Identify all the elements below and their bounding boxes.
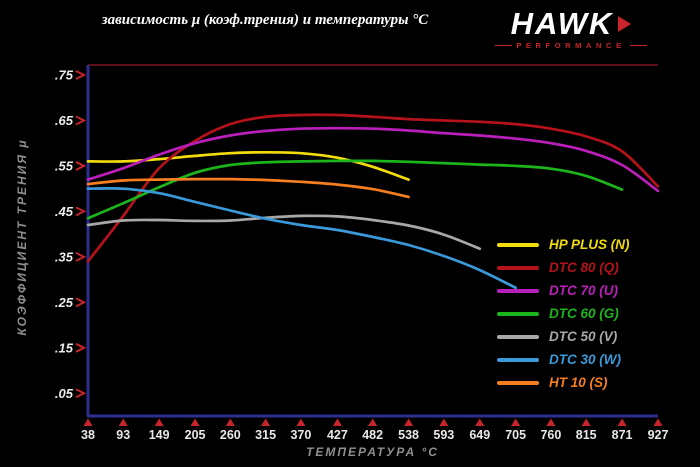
- x-tick-arrow-icon: [368, 418, 378, 426]
- y-tick-label: .35: [55, 249, 74, 264]
- x-tick-label: 538: [398, 428, 419, 442]
- x-tick-label: 482: [362, 428, 383, 442]
- legend-item: DTC 60 (G): [497, 302, 630, 325]
- x-tick-label: 93: [116, 428, 130, 442]
- y-tick-label: .15: [55, 340, 74, 355]
- x-tick-arrow-icon: [404, 418, 414, 426]
- y-tick-label: .65: [55, 113, 74, 128]
- legend-label: DTC 50 (V): [549, 329, 618, 344]
- logo-triangle-icon: [618, 15, 632, 32]
- x-tick-arrow-icon: [653, 418, 663, 426]
- y-tick-arrow-icon: [75, 251, 87, 262]
- x-tick-arrow-icon: [546, 418, 556, 426]
- x-tick-arrow-icon: [190, 418, 200, 426]
- y-tick-arrow-icon: [75, 342, 87, 353]
- x-tick-label: 149: [149, 428, 170, 442]
- y-tick-label: .05: [55, 386, 74, 401]
- legend-item: HP PLUS (N): [497, 233, 630, 256]
- x-tick-arrow-icon: [83, 418, 93, 426]
- y-tick-label: .75: [55, 68, 74, 83]
- legend-label: DTC 60 (G): [549, 306, 619, 321]
- legend-item: DTC 50 (V): [497, 325, 630, 348]
- x-tick-label: 927: [648, 428, 669, 442]
- y-tick-arrow-icon: [75, 388, 87, 399]
- legend-swatch: [497, 380, 539, 385]
- logo-brand-row: HAWK: [495, 8, 647, 39]
- x-tick-label: 315: [255, 428, 276, 442]
- logo-brand-text: HAWK: [510, 6, 614, 41]
- series-line-hp-plus-n: [86, 150, 410, 181]
- legend-label: DTC 80 (Q): [549, 260, 619, 275]
- x-tick-label: 649: [469, 428, 490, 442]
- x-tick-label: 427: [327, 428, 348, 442]
- legend-item: DTC 80 (Q): [497, 256, 630, 279]
- legend: HP PLUS (N) DTC 80 (Q) DTC 70 (U) DTC 60 (G…: [497, 233, 630, 394]
- x-tick-arrow-icon: [511, 418, 521, 426]
- x-tick-label: 593: [433, 428, 454, 442]
- x-axis-title: ТЕМПЕРАТУРА °C: [306, 445, 439, 459]
- legend-swatch: [497, 242, 539, 247]
- y-tick-arrow-icon: [75, 206, 87, 217]
- series-line-dtc-30-w: [86, 186, 518, 290]
- x-tick-label: 705: [505, 428, 526, 442]
- x-tick-arrow-icon: [118, 418, 128, 426]
- legend-swatch: [497, 288, 539, 293]
- series-line-dtc-50-v: [86, 214, 482, 251]
- y-tick-arrow-icon: [75, 70, 87, 80]
- hawk-logo: HAWK PERFORMANCE: [495, 8, 647, 50]
- y-tick-label: .25: [55, 295, 74, 310]
- x-tick-label: 260: [220, 428, 241, 442]
- x-tick-label: 815: [576, 428, 597, 442]
- legend-swatch: [497, 311, 539, 316]
- x-tick-arrow-icon: [154, 418, 164, 426]
- x-tick-label: 370: [290, 428, 311, 442]
- x-tick-label: 871: [612, 428, 633, 442]
- legend-label: DTC 70 (U): [549, 283, 619, 298]
- legend-label: HP PLUS (N): [549, 237, 630, 252]
- x-tick-arrow-icon: [581, 418, 591, 426]
- x-tick-label: 205: [185, 428, 206, 442]
- logo-performance-text: PERFORMANCE: [495, 41, 647, 50]
- legend-item: DTC 30 (W): [497, 348, 630, 371]
- x-tick-arrow-icon: [475, 418, 485, 426]
- y-tick-arrow-icon: [75, 161, 87, 171]
- legend-swatch: [497, 334, 539, 339]
- y-tick-arrow-icon: [75, 115, 87, 126]
- series-line-dtc-70-u: [86, 126, 660, 193]
- series-line-ht-10-s: [86, 177, 410, 199]
- y-tick-label: .55: [55, 158, 74, 173]
- chart-title: зависимость μ (коэф.трения) и температур…: [101, 12, 429, 28]
- legend-label: DTC 30 (W): [549, 352, 621, 367]
- legend-swatch: [497, 265, 539, 270]
- y-tick-label: .45: [55, 204, 74, 219]
- x-tick-arrow-icon: [225, 418, 235, 426]
- legend-label: HT 10 (S): [549, 375, 608, 390]
- x-tick-arrow-icon: [439, 418, 449, 426]
- x-tick-label: 760: [540, 428, 561, 442]
- x-tick-arrow-icon: [261, 418, 271, 426]
- x-tick-arrow-icon: [617, 418, 627, 426]
- x-tick-label: 38: [81, 428, 95, 442]
- legend-item: DTC 70 (U): [497, 279, 630, 302]
- x-tick-arrow-icon: [296, 418, 306, 426]
- y-tick-arrow-icon: [75, 297, 87, 308]
- series-line-dtc-60-g: [86, 159, 624, 220]
- legend-item: HT 10 (S): [497, 371, 630, 394]
- legend-swatch: [497, 357, 539, 362]
- x-tick-arrow-icon: [332, 418, 342, 426]
